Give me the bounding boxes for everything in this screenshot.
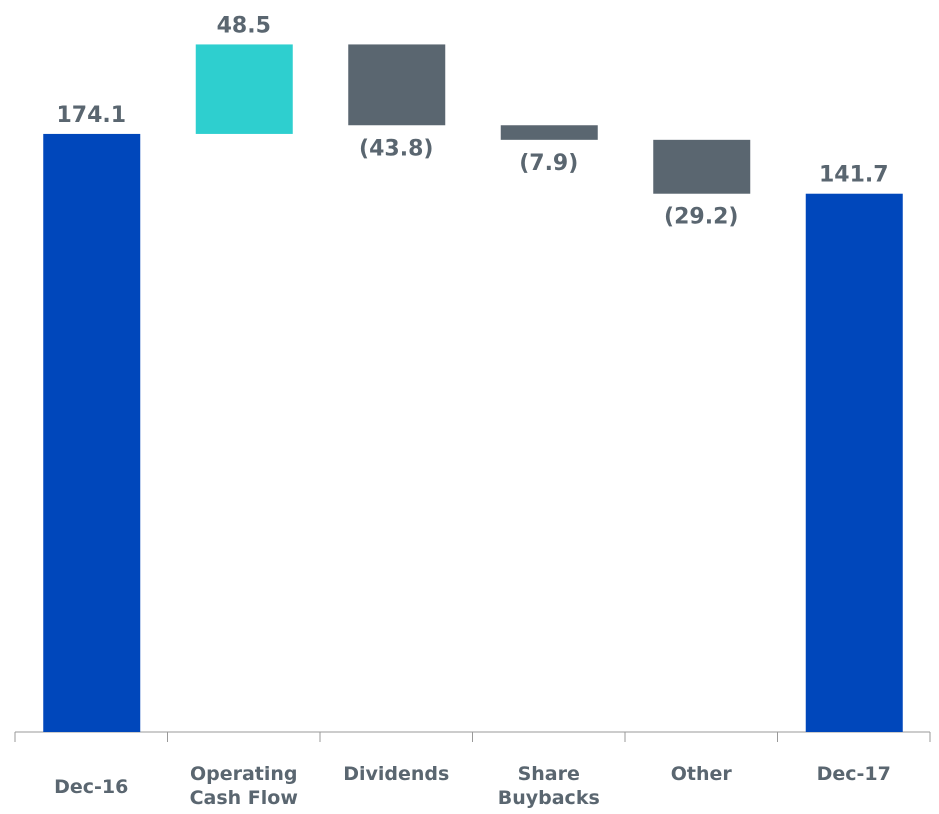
- bar: [805, 193, 903, 733]
- data-label: (7.9): [519, 151, 578, 176]
- x-tick-label: Other: [670, 763, 732, 785]
- bar: [348, 44, 446, 126]
- data-label: 141.7: [819, 163, 889, 188]
- data-label: (43.8): [359, 136, 433, 161]
- x-tick-label: Operating Cash Flow: [189, 763, 298, 809]
- bar: [500, 125, 598, 140]
- x-tick-label: Share Buybacks: [497, 763, 600, 809]
- x-tick-label: Dividends: [343, 763, 450, 785]
- x-tick-label: Dec-17: [816, 763, 891, 785]
- bar: [43, 133, 141, 732]
- x-tick-label: Dec-16: [54, 776, 129, 798]
- data-label: 48.5: [217, 13, 271, 38]
- bar: [195, 44, 293, 134]
- bar: [653, 139, 751, 194]
- data-label: (29.2): [664, 205, 738, 230]
- data-label: 174.1: [56, 103, 126, 128]
